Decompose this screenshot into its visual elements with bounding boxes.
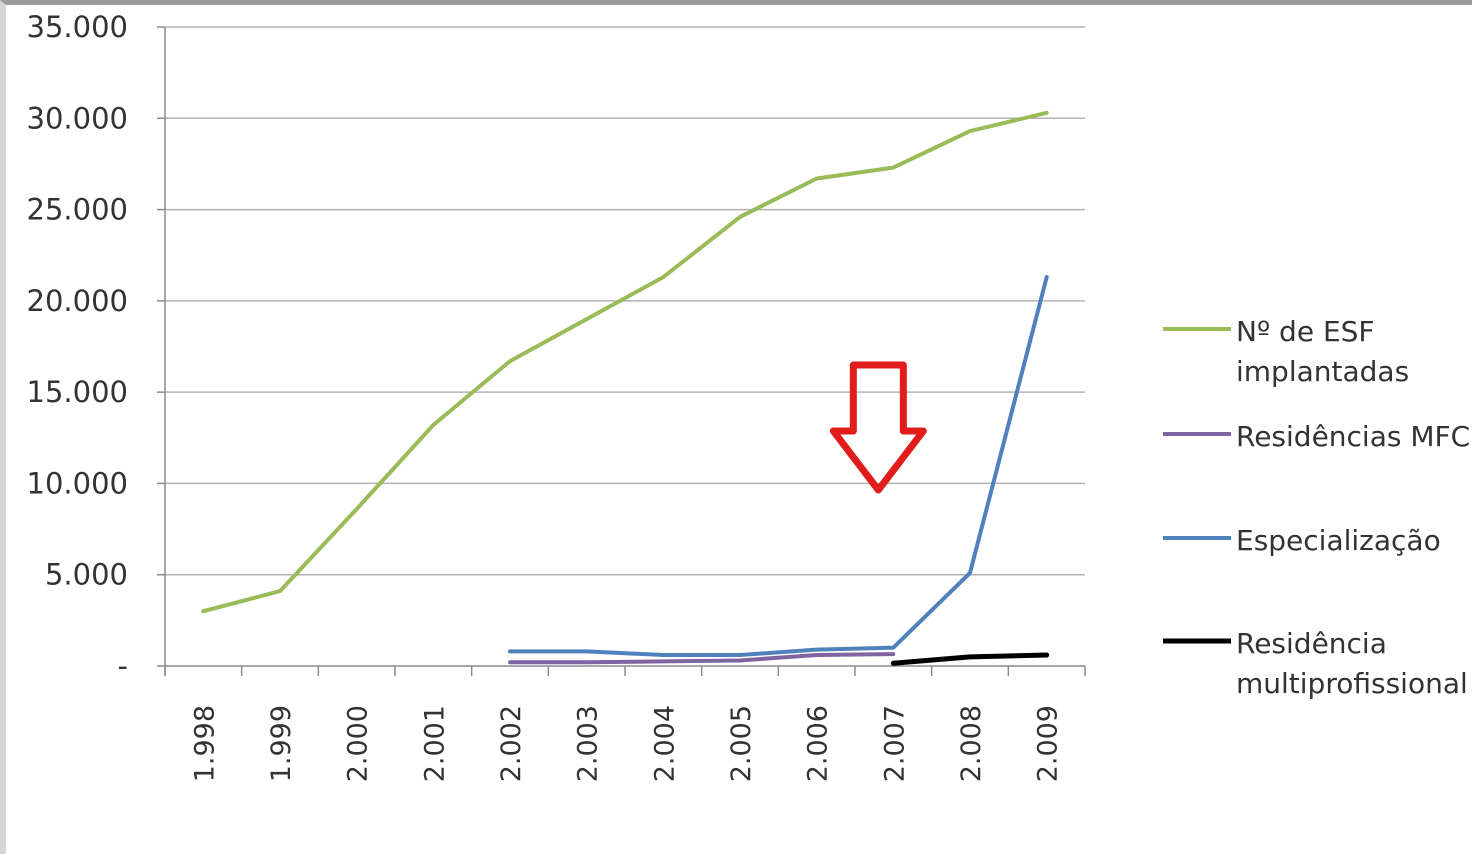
legend: Nº de ESF implantadas Residências MFC Espec… — [1163, 315, 1470, 700]
y-tick-label: 30.000 — [27, 101, 128, 135]
legend-label: multiprofissional — [1236, 667, 1468, 700]
annotations — [829, 361, 927, 494]
legend-label: Especialização — [1236, 524, 1441, 557]
x-tick-label: 2.002 — [496, 705, 527, 782]
x-tick-label: 2.007 — [879, 705, 910, 782]
legend-label: Residências MFC — [1236, 420, 1470, 453]
x-tick-label: 2.001 — [419, 705, 450, 782]
series-line-0 — [201, 110, 1049, 614]
x-axis-tick-labels: 1.998 1.999 2.000 2.001 2.002 2.003 2.004 2.005… — [189, 705, 1063, 782]
x-tick-label: 2.009 — [1033, 705, 1064, 782]
y-tick-label: 15.000 — [27, 375, 128, 409]
x-tick-label: 2.003 — [573, 705, 604, 782]
axes — [157, 26, 1086, 676]
y-tick-label: 10.000 — [27, 466, 128, 500]
x-tick-label: 2.006 — [803, 705, 834, 782]
legend-label: implantadas — [1236, 355, 1409, 388]
y-axis-tick-labels: - 5.000 10.000 15.000 20.000 25.000 30.000 35.0… — [27, 10, 128, 683]
x-tick-label: 1.998 — [189, 705, 220, 782]
grid-lines — [165, 26, 1085, 576]
y-tick-label: - — [118, 649, 128, 683]
y-tick-label: 25.000 — [27, 193, 128, 227]
legend-label: Nº de ESF — [1236, 315, 1375, 348]
series-line-2 — [508, 275, 1049, 657]
y-tick-label: 20.000 — [27, 284, 128, 318]
x-tick-label: 2.004 — [649, 705, 680, 782]
x-tick-label: 1.999 — [266, 705, 297, 782]
series-line-1 — [508, 652, 896, 665]
x-tick-label: 2.008 — [956, 705, 987, 782]
y-tick-label: 35.000 — [27, 10, 128, 44]
down-arrow-icon — [829, 361, 927, 494]
series-line-3 — [890, 652, 1050, 666]
data-series — [201, 110, 1050, 666]
legend-label: Residência — [1236, 627, 1387, 660]
x-tick-label: 2.005 — [726, 705, 757, 782]
x-tick-label: 2.000 — [343, 705, 374, 782]
y-tick-label: 5.000 — [45, 558, 128, 592]
